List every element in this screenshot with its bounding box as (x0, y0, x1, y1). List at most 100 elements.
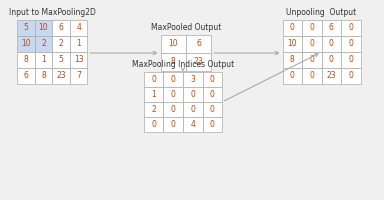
Text: 2: 2 (59, 40, 63, 48)
FancyBboxPatch shape (70, 36, 88, 52)
Text: 1: 1 (151, 90, 156, 99)
FancyBboxPatch shape (70, 20, 88, 36)
FancyBboxPatch shape (283, 20, 302, 36)
Text: 23: 23 (56, 72, 66, 80)
Text: 0: 0 (310, 23, 314, 32)
FancyBboxPatch shape (52, 68, 70, 84)
FancyBboxPatch shape (183, 72, 202, 87)
FancyBboxPatch shape (70, 52, 88, 68)
Text: 1: 1 (41, 55, 46, 64)
Text: 0: 0 (329, 55, 334, 64)
Text: 0: 0 (171, 105, 176, 114)
Text: 0: 0 (348, 72, 353, 80)
FancyBboxPatch shape (202, 117, 222, 132)
FancyBboxPatch shape (183, 87, 202, 102)
FancyBboxPatch shape (35, 52, 52, 68)
Text: 13: 13 (74, 55, 83, 64)
FancyBboxPatch shape (144, 117, 164, 132)
Text: 0: 0 (151, 120, 156, 129)
FancyBboxPatch shape (144, 87, 164, 102)
Text: 0: 0 (210, 90, 215, 99)
Text: MaxPooled Output: MaxPooled Output (151, 23, 221, 32)
FancyBboxPatch shape (321, 68, 341, 84)
FancyBboxPatch shape (161, 35, 186, 53)
Text: 10: 10 (39, 23, 48, 32)
Text: 2: 2 (41, 40, 46, 48)
Text: 23: 23 (326, 72, 336, 80)
FancyBboxPatch shape (17, 36, 35, 52)
Text: 0: 0 (310, 55, 314, 64)
Text: 10: 10 (288, 40, 297, 48)
FancyBboxPatch shape (52, 20, 70, 36)
Text: 23: 23 (194, 58, 204, 66)
Text: 2: 2 (151, 105, 156, 114)
Text: 0: 0 (348, 40, 353, 48)
Text: 0: 0 (348, 55, 353, 64)
Text: 6: 6 (23, 72, 28, 80)
Text: 8: 8 (41, 72, 46, 80)
Text: 3: 3 (190, 75, 195, 84)
FancyBboxPatch shape (341, 36, 361, 52)
FancyBboxPatch shape (283, 52, 302, 68)
Text: Input to MaxPooling2D: Input to MaxPooling2D (9, 8, 96, 17)
FancyBboxPatch shape (144, 72, 164, 87)
Text: 0: 0 (310, 72, 314, 80)
FancyBboxPatch shape (202, 87, 222, 102)
Text: 0: 0 (210, 120, 215, 129)
Text: 0: 0 (171, 75, 176, 84)
Text: 8: 8 (290, 55, 295, 64)
FancyBboxPatch shape (161, 53, 186, 71)
FancyBboxPatch shape (17, 52, 35, 68)
FancyBboxPatch shape (164, 87, 183, 102)
FancyBboxPatch shape (202, 102, 222, 117)
FancyBboxPatch shape (17, 20, 35, 36)
Text: 10: 10 (21, 40, 31, 48)
Text: 8: 8 (171, 58, 175, 66)
FancyBboxPatch shape (183, 102, 202, 117)
FancyBboxPatch shape (35, 68, 52, 84)
Text: 0: 0 (290, 23, 295, 32)
Text: 0: 0 (171, 90, 176, 99)
Text: 0: 0 (210, 105, 215, 114)
Text: 6: 6 (329, 23, 334, 32)
FancyBboxPatch shape (302, 36, 321, 52)
Text: 0: 0 (329, 40, 334, 48)
FancyBboxPatch shape (186, 35, 211, 53)
FancyBboxPatch shape (302, 68, 321, 84)
Text: 5: 5 (23, 23, 28, 32)
FancyBboxPatch shape (341, 52, 361, 68)
FancyBboxPatch shape (17, 68, 35, 84)
FancyBboxPatch shape (164, 117, 183, 132)
FancyBboxPatch shape (183, 117, 202, 132)
Text: Unpooling  Output: Unpooling Output (286, 8, 357, 17)
Text: 0: 0 (190, 90, 195, 99)
FancyBboxPatch shape (341, 20, 361, 36)
Text: 1: 1 (76, 40, 81, 48)
FancyBboxPatch shape (302, 20, 321, 36)
FancyBboxPatch shape (35, 20, 52, 36)
Text: 0: 0 (290, 72, 295, 80)
Text: 4: 4 (190, 120, 195, 129)
FancyBboxPatch shape (144, 102, 164, 117)
FancyBboxPatch shape (52, 52, 70, 68)
Text: 0: 0 (151, 75, 156, 84)
FancyBboxPatch shape (52, 36, 70, 52)
Text: 6: 6 (196, 40, 201, 48)
Text: 0: 0 (310, 40, 314, 48)
FancyBboxPatch shape (164, 72, 183, 87)
Text: 5: 5 (59, 55, 63, 64)
FancyBboxPatch shape (283, 68, 302, 84)
FancyBboxPatch shape (321, 52, 341, 68)
FancyBboxPatch shape (70, 68, 88, 84)
Text: MaxPooling Indices Output: MaxPooling Indices Output (132, 60, 234, 69)
FancyBboxPatch shape (302, 52, 321, 68)
Text: 0: 0 (348, 23, 353, 32)
Text: 0: 0 (210, 75, 215, 84)
Text: 10: 10 (169, 40, 178, 48)
Text: 7: 7 (76, 72, 81, 80)
Text: 0: 0 (190, 105, 195, 114)
FancyBboxPatch shape (341, 68, 361, 84)
FancyBboxPatch shape (164, 102, 183, 117)
FancyBboxPatch shape (321, 20, 341, 36)
FancyBboxPatch shape (202, 72, 222, 87)
